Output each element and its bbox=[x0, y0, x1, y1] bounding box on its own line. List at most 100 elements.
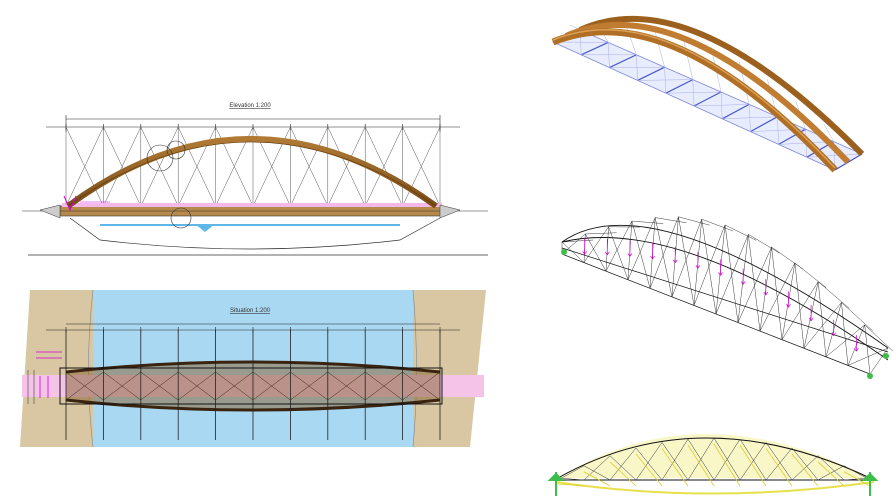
load-arrow-head bbox=[854, 347, 857, 352]
lattice-cross bbox=[655, 217, 687, 224]
lattice-cross bbox=[748, 234, 780, 254]
cross-brace bbox=[290, 126, 329, 207]
abutment-right bbox=[439, 204, 461, 219]
load-arrow-head bbox=[720, 272, 723, 276]
load-lattice-diagonal bbox=[765, 447, 793, 481]
3d-wireframe-view bbox=[561, 216, 893, 379]
abutment-left bbox=[39, 204, 61, 219]
lattice-diagonal bbox=[627, 217, 656, 280]
load-model-arch bbox=[557, 437, 871, 479]
load-lattice-diagonal bbox=[635, 447, 663, 481]
load-lattice-diagonal bbox=[713, 437, 741, 481]
elevation-drawing: Elevation 1:200 bbox=[22, 103, 488, 256]
lattice-diagonal bbox=[781, 281, 819, 340]
load-member bbox=[739, 444, 767, 487]
load-member bbox=[609, 461, 637, 487]
wireframe-load-arrows bbox=[582, 238, 859, 352]
load-arrow-head bbox=[584, 251, 587, 255]
plan-brace bbox=[402, 371, 441, 401]
plan-brace bbox=[103, 371, 141, 401]
detail-marker bbox=[170, 207, 192, 229]
plan-brace bbox=[178, 371, 216, 401]
load-arrow-head bbox=[831, 332, 835, 336]
load-arrow-head bbox=[697, 265, 701, 269]
load-arrow-head bbox=[808, 317, 812, 322]
deck-crossbeam bbox=[665, 79, 694, 94]
plan-arch-top bbox=[65, 360, 441, 374]
render-arch-mid bbox=[564, 21, 851, 165]
load-lattice-diagonal bbox=[791, 447, 819, 481]
plan-brace bbox=[290, 371, 328, 401]
hanger bbox=[823, 124, 835, 142]
render-arch-back bbox=[578, 15, 865, 157]
deck-crossbeam bbox=[637, 66, 665, 81]
cross-brace bbox=[364, 126, 403, 207]
load-member bbox=[791, 453, 819, 487]
load-model-supports bbox=[547, 472, 879, 496]
load-member bbox=[713, 443, 741, 487]
cross-brace bbox=[65, 126, 104, 207]
deck-diagonal bbox=[720, 91, 723, 119]
lattice-cross bbox=[631, 220, 664, 224]
lattice-diagonal bbox=[724, 224, 739, 323]
lattice-cross bbox=[585, 232, 617, 235]
lattice-diagonal bbox=[678, 216, 695, 306]
load-lattice-diagonal bbox=[557, 465, 585, 481]
plan-brace bbox=[327, 371, 366, 401]
load-lattice-diagonal bbox=[557, 477, 585, 481]
lattice-cross bbox=[561, 239, 594, 243]
load-lattice-diagonal bbox=[739, 442, 767, 481]
plan-end-dimensions bbox=[27, 370, 35, 404]
elevation-deck-highlight bbox=[62, 203, 442, 207]
load-lattice-diagonal bbox=[739, 438, 767, 481]
lattice-diagonal bbox=[605, 220, 633, 272]
load-lattice-diagonal bbox=[609, 447, 637, 481]
load-arrow-head bbox=[627, 253, 631, 257]
load-arrow-head bbox=[582, 251, 585, 255]
load-arrow-head bbox=[606, 251, 610, 256]
lattice-diagonal bbox=[847, 347, 889, 366]
lattice-cross bbox=[817, 281, 850, 309]
render-arch-front bbox=[551, 28, 838, 173]
load-arrow-head bbox=[740, 281, 744, 285]
plan-brace bbox=[65, 371, 104, 401]
deck-diagonal bbox=[607, 42, 610, 68]
lattice-vertical bbox=[869, 347, 889, 375]
plan-brace bbox=[140, 371, 179, 401]
cross-brace bbox=[140, 126, 179, 207]
load-lattice-diagonal bbox=[661, 442, 689, 481]
render-deck-diagonals bbox=[552, 24, 863, 171]
wireframe-arch-top bbox=[561, 224, 889, 349]
lattice-diagonal bbox=[583, 226, 609, 263]
load-arrow-head bbox=[674, 259, 678, 264]
load-arrow-head bbox=[786, 304, 789, 308]
load-model-underside bbox=[555, 481, 875, 495]
deck-crossbeam bbox=[693, 91, 722, 107]
deck-diagonal bbox=[636, 54, 638, 81]
load-arrow-head bbox=[695, 265, 699, 269]
load-arrow-head bbox=[810, 317, 814, 322]
load-lattice-diagonal bbox=[687, 437, 715, 481]
load-lattice-diagonal bbox=[583, 465, 611, 481]
lattice-diagonal bbox=[561, 241, 585, 263]
lattice-diagonal bbox=[693, 224, 726, 306]
deck-crossbeam bbox=[580, 41, 609, 56]
elevation-title: Elevation 1:200 bbox=[229, 103, 271, 109]
lattice-diagonal bbox=[748, 234, 761, 332]
wireframe-deck-back bbox=[561, 247, 889, 353]
lattice-diagonal bbox=[631, 221, 651, 289]
load-lattice-diagonal bbox=[661, 438, 689, 481]
plan-magenta-notes bbox=[36, 351, 62, 398]
load-arrow-head bbox=[718, 272, 721, 276]
load-lattice-diagonal bbox=[817, 465, 845, 481]
deck-crossbeam bbox=[750, 116, 778, 133]
load-lattice-diagonal bbox=[583, 455, 611, 481]
hanger bbox=[682, 36, 694, 80]
load-arrow-head bbox=[833, 332, 837, 336]
load-model-lattice bbox=[557, 437, 871, 481]
load-arrow-head bbox=[856, 347, 859, 352]
load-lattice-diagonal bbox=[765, 442, 793, 481]
load-lattice-diagonal bbox=[791, 455, 819, 481]
lattice-diagonal bbox=[771, 247, 783, 340]
lattice-diagonal bbox=[817, 281, 827, 357]
